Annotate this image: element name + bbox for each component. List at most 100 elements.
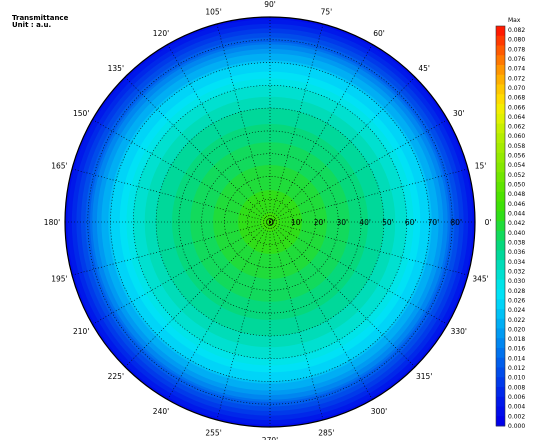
- angle-spoke: [269, 221, 469, 276]
- colorbar-tick-label: 0.036: [508, 249, 525, 256]
- colorbar-tick-label: 0.054: [508, 162, 525, 169]
- colorbar-tick-label: 0.034: [508, 259, 525, 266]
- angle-tick-label: 345': [472, 274, 488, 283]
- radial-ring: [133, 85, 407, 359]
- colorbar-tick-label: 0.022: [508, 317, 525, 324]
- colorbar-tick-label: 0.056: [508, 153, 525, 160]
- colorbar-swatch: [496, 123, 505, 134]
- angle-tick-label: 120': [153, 29, 169, 38]
- colorbar-swatch: [496, 396, 505, 407]
- colorbar-tick-label: 0.010: [508, 375, 525, 382]
- colorbar-swatch: [496, 35, 505, 46]
- colorbar-tick-label: 0.066: [508, 104, 525, 111]
- colorbar-tick-label: 0.080: [508, 37, 525, 44]
- colorbar-tick-label: 0.008: [508, 384, 525, 391]
- colorbar-swatch: [496, 377, 505, 388]
- colorbar-swatch: [496, 318, 505, 329]
- colorbar-tick-label: 0.062: [508, 124, 525, 131]
- colorbar-tick-label: 0.048: [508, 191, 525, 198]
- unit-label: Unit : a.u.: [12, 21, 52, 29]
- angle-spoke: [167, 221, 271, 400]
- colorbar-tick-label: 0.000: [508, 423, 525, 430]
- colorbar-swatch: [496, 328, 505, 339]
- radial-ring: [87, 39, 453, 405]
- colorbar-swatch: [496, 113, 505, 124]
- colorbar-swatch: [496, 221, 505, 232]
- radial-tick-label: 20': [314, 218, 326, 227]
- angle-spoke: [216, 221, 271, 421]
- colorbar-swatch: [496, 74, 505, 85]
- angle-spoke: [269, 221, 416, 368]
- colorbar-swatch: [496, 347, 505, 359]
- radial-tick-label: 10': [291, 218, 303, 227]
- angle-spoke: [92, 119, 271, 223]
- angle-spoke: [71, 168, 271, 223]
- colorbar-swatch: [496, 260, 505, 271]
- colorbar-swatch: [496, 386, 505, 398]
- colorbar-swatch: [496, 162, 505, 173]
- colorbar-tick-label: 0.078: [508, 46, 525, 53]
- colorbar-tick-label: 0.004: [508, 404, 525, 411]
- colorbar-tick-label: 0.076: [508, 56, 525, 63]
- colorbar-swatch: [496, 191, 505, 203]
- radial-tick-label: 30': [337, 218, 349, 227]
- angle-spoke: [269, 44, 373, 223]
- colorbar-frame: [495, 25, 506, 427]
- angle-tick-label: 210': [73, 327, 89, 336]
- colorbar-swatch: [496, 338, 505, 349]
- angle-spoke: [216, 23, 271, 223]
- colorbar-tick-label: 0.052: [508, 172, 525, 179]
- colorbar-tick-label: 0.042: [508, 220, 525, 227]
- colorbar-tick-label: 0.002: [508, 413, 525, 420]
- angle-tick-label: 15': [475, 162, 487, 171]
- colorbar-tick-label: 0.016: [508, 346, 525, 353]
- colorbar-swatch: [496, 406, 505, 417]
- angle-spoke: [124, 221, 271, 368]
- angle-tick-label: 225': [108, 372, 124, 381]
- angle-tick-label: 270': [262, 436, 278, 440]
- angle-tick-label: 45': [418, 64, 430, 73]
- colorbar: Max 0.082 0.080 0.078 0.076 0.074 0.072 0.070 0.…: [495, 17, 525, 430]
- angle-tick-label: 195': [51, 274, 67, 283]
- colorbar-swatch: [496, 230, 505, 242]
- colorbar-tick-label: 0.038: [508, 239, 525, 246]
- colorbar-tick-label: 0.018: [508, 336, 525, 343]
- angle-tick-label: 60': [373, 29, 385, 38]
- angle-tick-label: 315': [416, 372, 432, 381]
- angle-tick-label: 180': [44, 218, 60, 227]
- radial-tick-label: 50': [382, 218, 394, 227]
- radial-tick-label: 60': [405, 218, 417, 227]
- colorbar-swatch: [496, 201, 505, 212]
- colorbar-swatch: [496, 289, 505, 300]
- angle-tick-label: 135': [108, 64, 124, 73]
- colorbar-swatch: [496, 45, 505, 56]
- radial-tick-label: 40': [359, 218, 371, 227]
- colorbar-tick-label: 0.058: [508, 143, 525, 150]
- colorbar-tick-label: 0.030: [508, 278, 525, 285]
- colorbar-tick-label: 0.006: [508, 394, 525, 401]
- angle-spoke: [269, 221, 373, 400]
- radial-tick-label: 70': [428, 218, 440, 227]
- colorbar-tick-label: 0.014: [508, 355, 525, 362]
- angle-tick-label: 165': [51, 162, 67, 171]
- colorbar-tick-label: 0.082: [508, 27, 525, 34]
- angle-spoke: [167, 44, 271, 223]
- colorbar-tick-label: 0.072: [508, 75, 525, 82]
- colorbar-swatch: [496, 65, 505, 76]
- colorbar-tick-label: 0.064: [508, 114, 525, 121]
- angle-spoke: [269, 221, 448, 325]
- angle-tick-label: 150': [73, 109, 89, 118]
- colorbar-swatch: [496, 55, 505, 66]
- colorbar-swatch: [496, 84, 505, 95]
- colorbar-tick-label: 0.040: [508, 230, 525, 237]
- radial-ring: [201, 153, 339, 291]
- radial-tick-label: 80': [450, 218, 462, 227]
- radial-tick-labels: 0' 10' 20' 30' 40' 50' 60' 70' 80': [269, 218, 462, 227]
- colorbar-swatch: [496, 133, 505, 144]
- colorbar-tick-label: 0.024: [508, 307, 525, 314]
- colorbar-tick-label: 0.044: [508, 211, 525, 218]
- angle-tick-label: 240': [153, 407, 169, 416]
- colorbar-swatch: [496, 182, 505, 193]
- colorbar-swatch: [496, 357, 505, 368]
